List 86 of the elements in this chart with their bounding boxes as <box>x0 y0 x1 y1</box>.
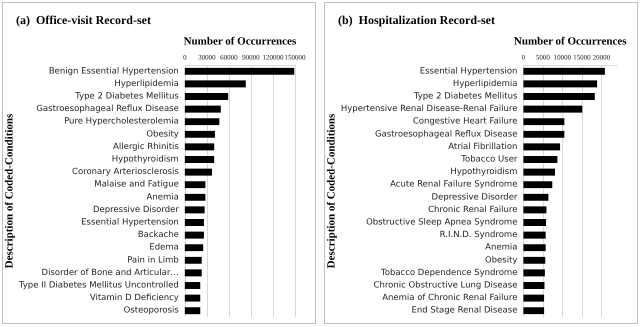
y-tick-label: Anemia of Chronic Renal Failure <box>382 293 518 304</box>
bar <box>184 130 215 138</box>
y-tick-label: Depressive Disorder <box>432 192 518 202</box>
bar <box>523 68 605 75</box>
bar <box>523 219 546 226</box>
bar <box>523 232 546 239</box>
y-tick-label: Osteoporosis <box>124 306 180 316</box>
bar <box>184 181 206 188</box>
y-tick-label: Edema <box>149 242 179 253</box>
bar <box>184 244 204 252</box>
bar <box>523 156 558 163</box>
y-tick-label: End Stage Renal Disease <box>411 306 518 316</box>
bar <box>184 168 212 176</box>
y-tick-label: Depressive Disorder <box>92 204 180 215</box>
y-tick-label: Essential Hypertension <box>420 66 518 76</box>
y-tick-label: Chronic Obstructive Lung Disease <box>374 280 518 290</box>
bar <box>184 80 246 88</box>
bar <box>523 93 595 100</box>
bar <box>184 206 205 214</box>
y-tick-label: Benign Essential Hypertension <box>48 66 179 76</box>
y-tick-label: Backache <box>138 230 179 240</box>
bar <box>523 194 548 201</box>
y-tick-label: Disorder of Bone and Articular… <box>42 268 179 278</box>
y-tick-label: Essential Hypertension <box>81 218 179 228</box>
bar <box>523 130 564 138</box>
y-tick-label: Anemia <box>485 242 518 253</box>
text: (a) Office-visit Record-set <box>16 13 151 27</box>
bar <box>184 118 220 126</box>
y-tick-label: Hyperlipidemia <box>452 78 518 89</box>
y-tick-label: Obstructive Sleep Apnea Syndrome <box>366 218 518 228</box>
bar <box>523 307 544 314</box>
y-tick-label: Gastroesophageal Reflux Disease <box>374 129 518 140</box>
bar <box>184 307 200 314</box>
y-tick-label: Vitamin D Deficiency <box>90 293 179 304</box>
bar <box>184 282 200 289</box>
y-tick-label: Congestive Heart Failure <box>412 116 518 127</box>
y-tick-label: Atrial Fibrillation <box>448 142 518 152</box>
y-tick-label: Hypothyroidism <box>450 167 518 178</box>
bar <box>184 93 228 100</box>
bar <box>523 143 560 150</box>
bar <box>523 282 544 289</box>
y-tick-label: Type 2 Diabetes Mellitus <box>74 92 180 102</box>
y-tick-label: Tobacco Dependence Syndrome <box>380 268 518 278</box>
y-tick-label: Acute Renal Failure Syndrome <box>390 180 518 190</box>
y-tick-label: Anemia <box>146 192 179 202</box>
bar <box>523 118 564 126</box>
y-axis-title: Description of Coded-Conditions <box>4 112 16 268</box>
bar <box>523 80 598 88</box>
y-tick-label: Pure Hypercholesterolemia <box>64 116 179 127</box>
bar <box>184 106 221 113</box>
y-tick-label: Gastroesophageal Reflux Disease <box>36 104 179 114</box>
x-axis-title: Number of Occurrences <box>184 36 297 48</box>
bar <box>184 294 200 302</box>
y-tick-label: Obesity <box>484 255 518 266</box>
bar <box>184 232 204 239</box>
bar <box>523 181 552 188</box>
bar <box>523 244 546 252</box>
y-tick-label: Type II Diabetes Mellitus Uncontrolled <box>18 280 179 290</box>
y-tick-label: Coronary Arteriosclerosis <box>72 167 180 178</box>
bar <box>184 219 204 226</box>
bar <box>523 106 582 113</box>
y-tick-label: Chronic Renal Failure <box>428 204 518 215</box>
bar <box>523 294 544 302</box>
y-tick-label: Type 2 Diabetes Mellitus <box>412 92 518 102</box>
y-tick-label: R.I.N.D. Syndrome <box>440 230 518 240</box>
y-tick-label: Tobacco User <box>460 154 518 164</box>
bar <box>184 143 214 150</box>
bar <box>184 194 206 201</box>
bar <box>184 156 214 163</box>
y-tick-label: Hyperlipidemia <box>114 78 179 89</box>
y-tick-label: Hypertensive Renal Disease-Renal Failure <box>340 104 518 114</box>
bar <box>523 256 546 264</box>
y-tick-label: Malaise and Fatigue <box>94 180 179 190</box>
y-tick-label: Pain in Limb <box>127 255 179 266</box>
bar <box>184 269 202 276</box>
y-tick-label: Allergic Rhinitis <box>113 142 180 152</box>
x-axis-title: Number of Occurrences <box>514 36 628 48</box>
y-tick-label: Hypothyroidism <box>112 154 179 164</box>
bar <box>523 269 545 276</box>
bar <box>523 206 546 214</box>
bar <box>523 168 556 176</box>
text: (b) Hospitalization Record-set <box>338 13 495 27</box>
bar <box>184 68 294 75</box>
bar <box>184 256 202 264</box>
y-axis-title: Description of Coded-Conditions <box>326 112 338 268</box>
y-tick-label: Obesity <box>146 129 179 140</box>
